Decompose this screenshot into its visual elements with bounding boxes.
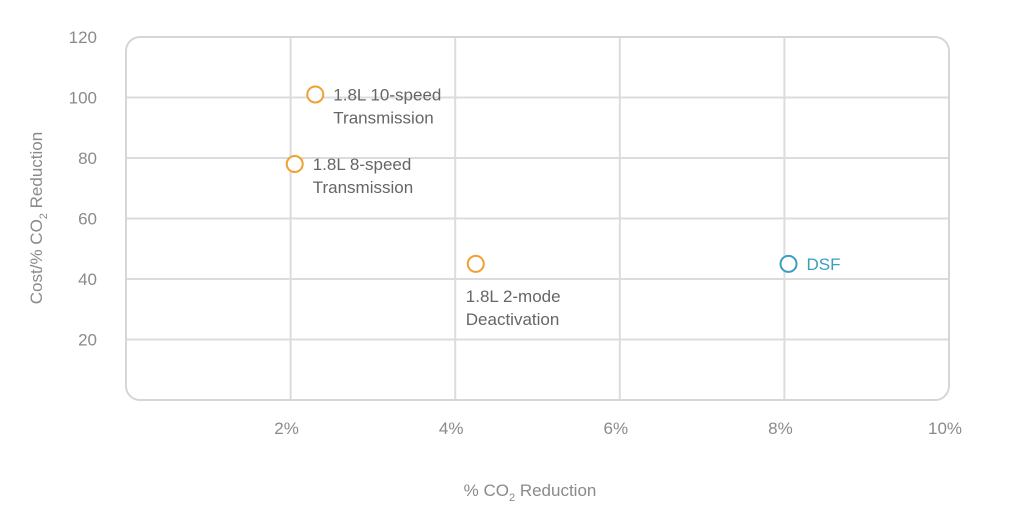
point-label: DSF (807, 255, 841, 274)
y-tick-label: 60 (78, 210, 97, 229)
x-tick-label: 10% (928, 419, 962, 438)
scatter-point (306, 85, 325, 104)
point-label: 1.8L 10-speed Transmission (333, 85, 441, 127)
x-tick-label: 2% (274, 419, 299, 438)
y-tick-label: 100 (69, 89, 97, 108)
data-labels: 1.8L 10-speed Transmission 1.8L 8-speed Tra… (313, 85, 841, 328)
y-tick-label: 80 (78, 149, 97, 168)
x-tick-label: 4% (439, 419, 464, 438)
data-points (285, 85, 798, 273)
x-axis-title: % CO2 Reduction (464, 481, 597, 504)
scatter-point (285, 155, 304, 174)
x-tick-label: 8% (768, 419, 793, 438)
y-tick-label: 20 (78, 331, 97, 350)
x-axis-ticks: 2% 4% 6% 8% 10% (274, 419, 962, 438)
y-tick-label: 120 (69, 28, 97, 47)
y-tick-label: 40 (78, 270, 97, 289)
plot-frame (125, 36, 950, 401)
scatter-point (779, 254, 798, 273)
grid (126, 37, 949, 400)
scatter-point (466, 254, 485, 273)
x-tick-label: 6% (604, 419, 629, 438)
y-axis-title: Cost/% CO2 Reduction (27, 132, 50, 304)
point-label: 1.8L 2-mode Deactivation (466, 287, 561, 329)
point-label: 1.8L 8-speed Transmission (313, 155, 413, 197)
plot-border (125, 36, 950, 401)
y-axis-ticks: 20 40 60 80 100 120 (69, 28, 97, 350)
